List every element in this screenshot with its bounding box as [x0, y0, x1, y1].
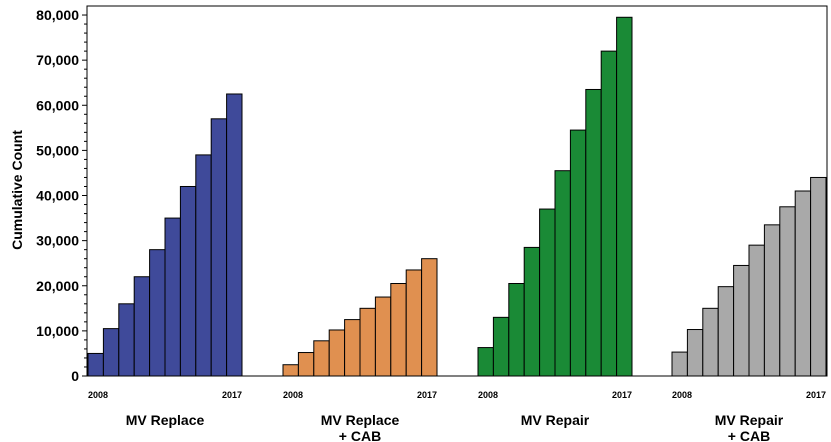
bar — [226, 93, 243, 377]
bar — [702, 307, 719, 377]
bar — [554, 170, 571, 377]
bar — [421, 258, 438, 377]
category-label: + CAB — [339, 428, 381, 442]
bar — [810, 176, 827, 377]
bars — [87, 16, 827, 377]
bar — [313, 340, 330, 377]
bar — [477, 347, 494, 377]
bar — [374, 296, 392, 377]
bar — [149, 249, 166, 377]
y-axis: 0 10,000 20,000 30,000 40,000 50,000 60,000 70,… — [36, 7, 87, 384]
bar — [779, 206, 796, 377]
y-tick-label: 40,000 — [36, 188, 79, 204]
bar — [210, 118, 228, 377]
bar — [195, 154, 212, 377]
category-label: MV Replace — [321, 412, 400, 428]
bar — [523, 246, 541, 377]
y-tick-label: 50,000 — [36, 142, 79, 158]
bar — [390, 283, 407, 377]
bar — [344, 319, 361, 377]
bar — [794, 190, 812, 377]
bar — [492, 316, 510, 377]
start-year-label: 2008 — [478, 390, 498, 400]
bar — [569, 129, 587, 377]
bar-group-0 — [87, 93, 243, 377]
y-tick-label: 80,000 — [36, 7, 79, 23]
bar — [179, 185, 197, 377]
y-tick-label: 70,000 — [36, 52, 79, 68]
start-year-label: 2008 — [88, 390, 108, 400]
bar — [328, 329, 346, 377]
bar — [717, 286, 735, 377]
y-tick-label: 30,000 — [36, 233, 79, 249]
bar — [282, 364, 299, 377]
bar-group-2 — [477, 16, 633, 377]
end-year-label: 2017 — [806, 390, 826, 400]
category-label: MV Repair — [521, 412, 590, 428]
y-tick-label: 10,000 — [36, 323, 79, 339]
bar-group-3 — [671, 176, 827, 377]
bar — [733, 264, 750, 377]
bar — [508, 283, 525, 377]
end-year-label: 2017 — [222, 390, 242, 400]
bar — [359, 307, 376, 377]
bar — [748, 244, 765, 377]
bar — [616, 16, 633, 377]
y-tick-label: 0 — [71, 368, 79, 384]
bar — [405, 269, 423, 377]
bar — [686, 329, 704, 377]
end-year-label: 2017 — [417, 390, 437, 400]
bar — [102, 328, 120, 377]
bar — [539, 208, 556, 377]
bar — [585, 88, 602, 377]
bar — [671, 351, 688, 377]
y-tick-label: 20,000 — [36, 278, 79, 294]
category-label: MV Replace — [126, 412, 205, 428]
start-year-label: 2008 — [672, 390, 692, 400]
bar — [763, 224, 781, 377]
bar — [133, 276, 151, 377]
bar — [164, 217, 181, 377]
plot-frame — [86, 5, 828, 377]
bar — [297, 352, 315, 377]
y-tick-label: 60,000 — [36, 97, 79, 113]
y-axis-label: Cumulative Count — [9, 130, 25, 250]
bar — [87, 352, 104, 377]
end-year-label: 2017 — [612, 390, 632, 400]
category-label: MV Repair — [715, 412, 784, 428]
bar — [600, 50, 618, 377]
start-year-label: 2008 — [283, 390, 303, 400]
category-label: + CAB — [728, 428, 770, 442]
bar-group-1 — [282, 258, 438, 377]
bar — [118, 303, 135, 377]
